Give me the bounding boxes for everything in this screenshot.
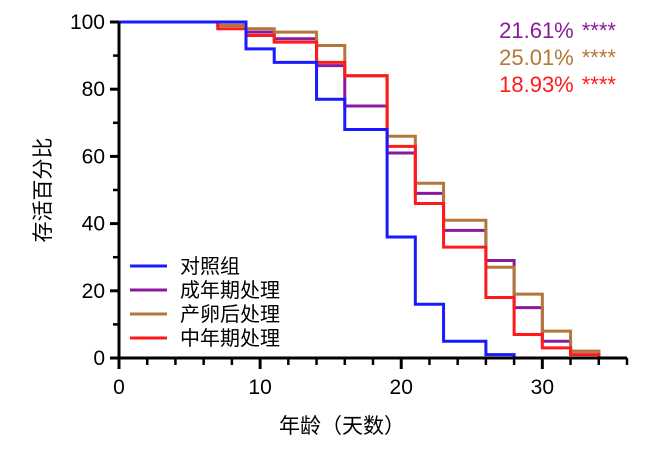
series-line-0 (119, 20, 516, 358)
series-line-2 (119, 20, 601, 358)
annotation-1: 25.01% **** (499, 45, 616, 70)
x-tick-label: 30 (531, 376, 554, 399)
annotation-stars-1: **** (582, 45, 617, 70)
significance-annotations: 21.61% **** 25.01% **** 18.93% **** (499, 18, 616, 97)
series-line-3 (119, 20, 601, 358)
ticks-layer: 0 20 40 60 80 100 0 10 20 30 (70, 11, 629, 399)
legend-label-1: 成年期处理 (180, 278, 280, 302)
y-tick-label: 0 (93, 347, 105, 370)
y-tick-label: 100 (70, 11, 105, 34)
legend-label-2: 产卵后处理 (180, 302, 280, 326)
y-tick-label: 60 (82, 145, 105, 168)
x-tick-label: 0 (113, 376, 125, 399)
x-tick-label: 10 (248, 376, 271, 399)
y-tick-label: 20 (82, 280, 105, 303)
annotation-stars-2: **** (582, 72, 617, 97)
annotation-pct-2: 18.93% (499, 72, 574, 97)
annotation-pct-0: 21.61% (499, 18, 574, 43)
annotation-pct-1: 25.01% (499, 45, 574, 70)
y-tick-label: 40 (82, 213, 105, 236)
y-axis-title: 存活百分比 (31, 138, 55, 243)
annotation-2: 18.93% **** (499, 72, 616, 97)
series-layer (119, 20, 601, 358)
annotation-stars-0: **** (582, 18, 617, 43)
y-tick-label: 80 (82, 78, 105, 101)
x-axis-title: 年龄（天数） (279, 414, 405, 438)
x-tick-label: 20 (390, 376, 413, 399)
legend-label-3: 中年期处理 (180, 326, 280, 350)
annotation-0: 21.61% **** (499, 18, 616, 43)
legend-label-0: 对照组 (180, 254, 240, 278)
